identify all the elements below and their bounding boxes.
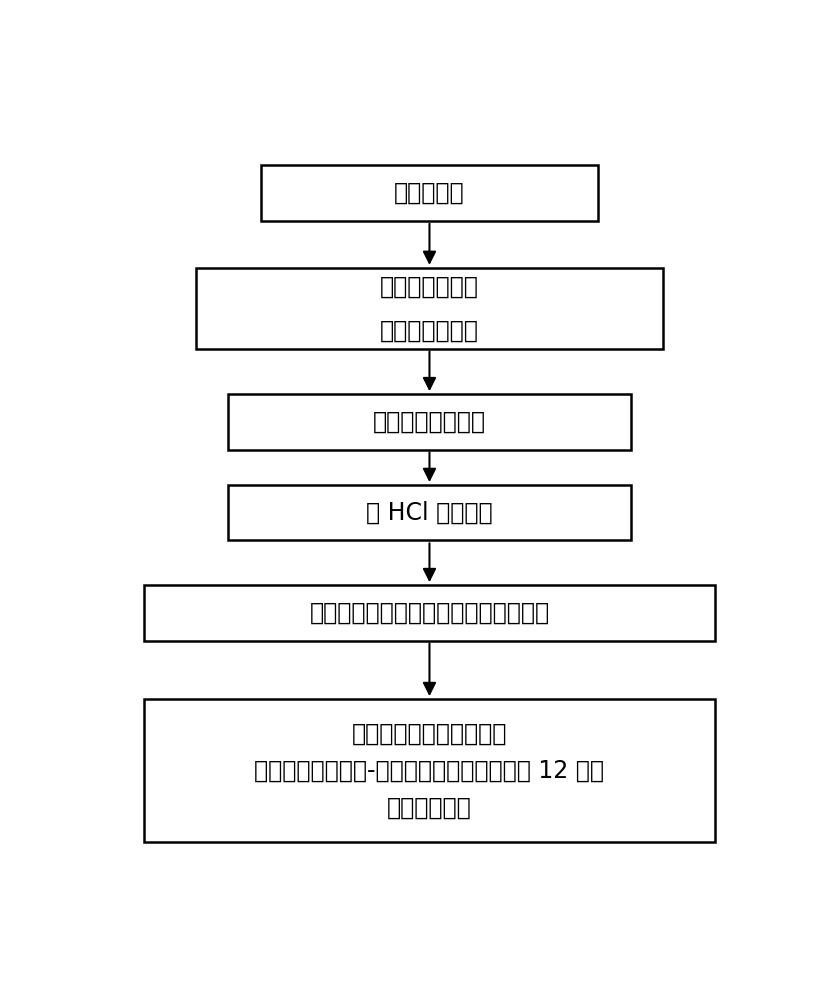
Text: 采用电感耦合等离子体发射光谱法测定: 采用电感耦合等离子体发射光谱法测定 <box>309 601 550 625</box>
Bar <box>228 394 631 450</box>
Bar <box>144 699 715 842</box>
Bar <box>228 485 631 540</box>
Bar <box>196 268 664 349</box>
Text: 方法建立并进行结果计算: 方法建立并进行结果计算 <box>352 722 507 746</box>
Text: 称样于铂金坩埚: 称样于铂金坩埚 <box>380 274 478 298</box>
Text: 加入偏硼酸锂熔融: 加入偏硼酸锂熔融 <box>373 410 486 434</box>
Bar <box>144 585 715 641</box>
Text: 稀 HCl 超声浸提: 稀 HCl 超声浸提 <box>366 501 493 525</box>
Bar <box>261 165 598 221</box>
Text: 于马弗炉中灰化: 于马弗炉中灰化 <box>380 319 478 343</box>
Text: 素的检测方法: 素的检测方法 <box>387 796 472 820</box>
Text: 样品预处理: 样品预处理 <box>394 181 465 205</box>
Text: 建立一种干法灰化-偏硼酸锂碱熔测定黄芪中 12 种元: 建立一种干法灰化-偏硼酸锂碱熔测定黄芪中 12 种元 <box>255 759 604 783</box>
